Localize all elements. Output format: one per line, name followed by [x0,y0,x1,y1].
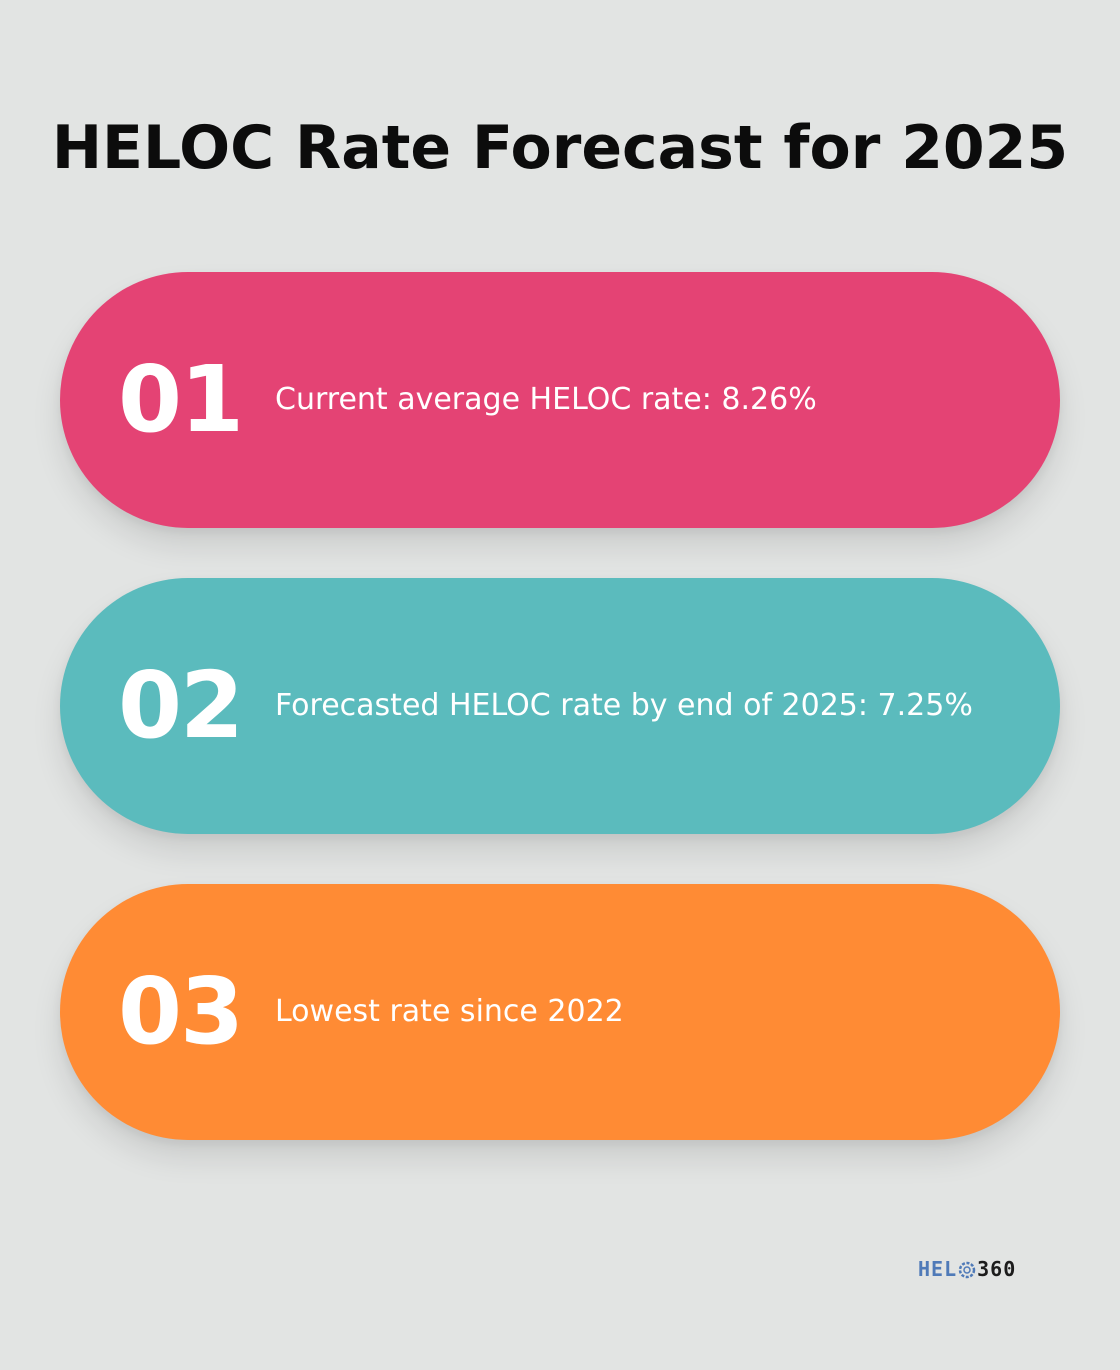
card-number: 01 [118,346,244,453]
logo-text-heloc: HEL [918,1257,958,1281]
logo-text-360: 360 [977,1257,1017,1281]
card-item-3: 03 Lowest rate since 2022 [60,884,1060,1140]
brand-logo: HEL 360 [918,1256,1016,1282]
card-item-2: 02 Forecasted HELOC rate by end of 2025:… [60,578,1060,834]
card-text: Forecasted HELOC rate by end of 2025: 7.… [275,688,973,723]
card-text: Current average HELOC rate: 8.26% [275,382,817,417]
logo-ring-icon [958,1260,976,1279]
page-title: HELOC Rate Forecast for 2025 [51,113,1069,183]
card-number: 03 [118,958,244,1065]
card-item-1: 01 Current average HELOC rate: 8.26% [60,272,1060,528]
card-number: 02 [118,652,244,759]
card-text: Lowest rate since 2022 [275,994,624,1029]
